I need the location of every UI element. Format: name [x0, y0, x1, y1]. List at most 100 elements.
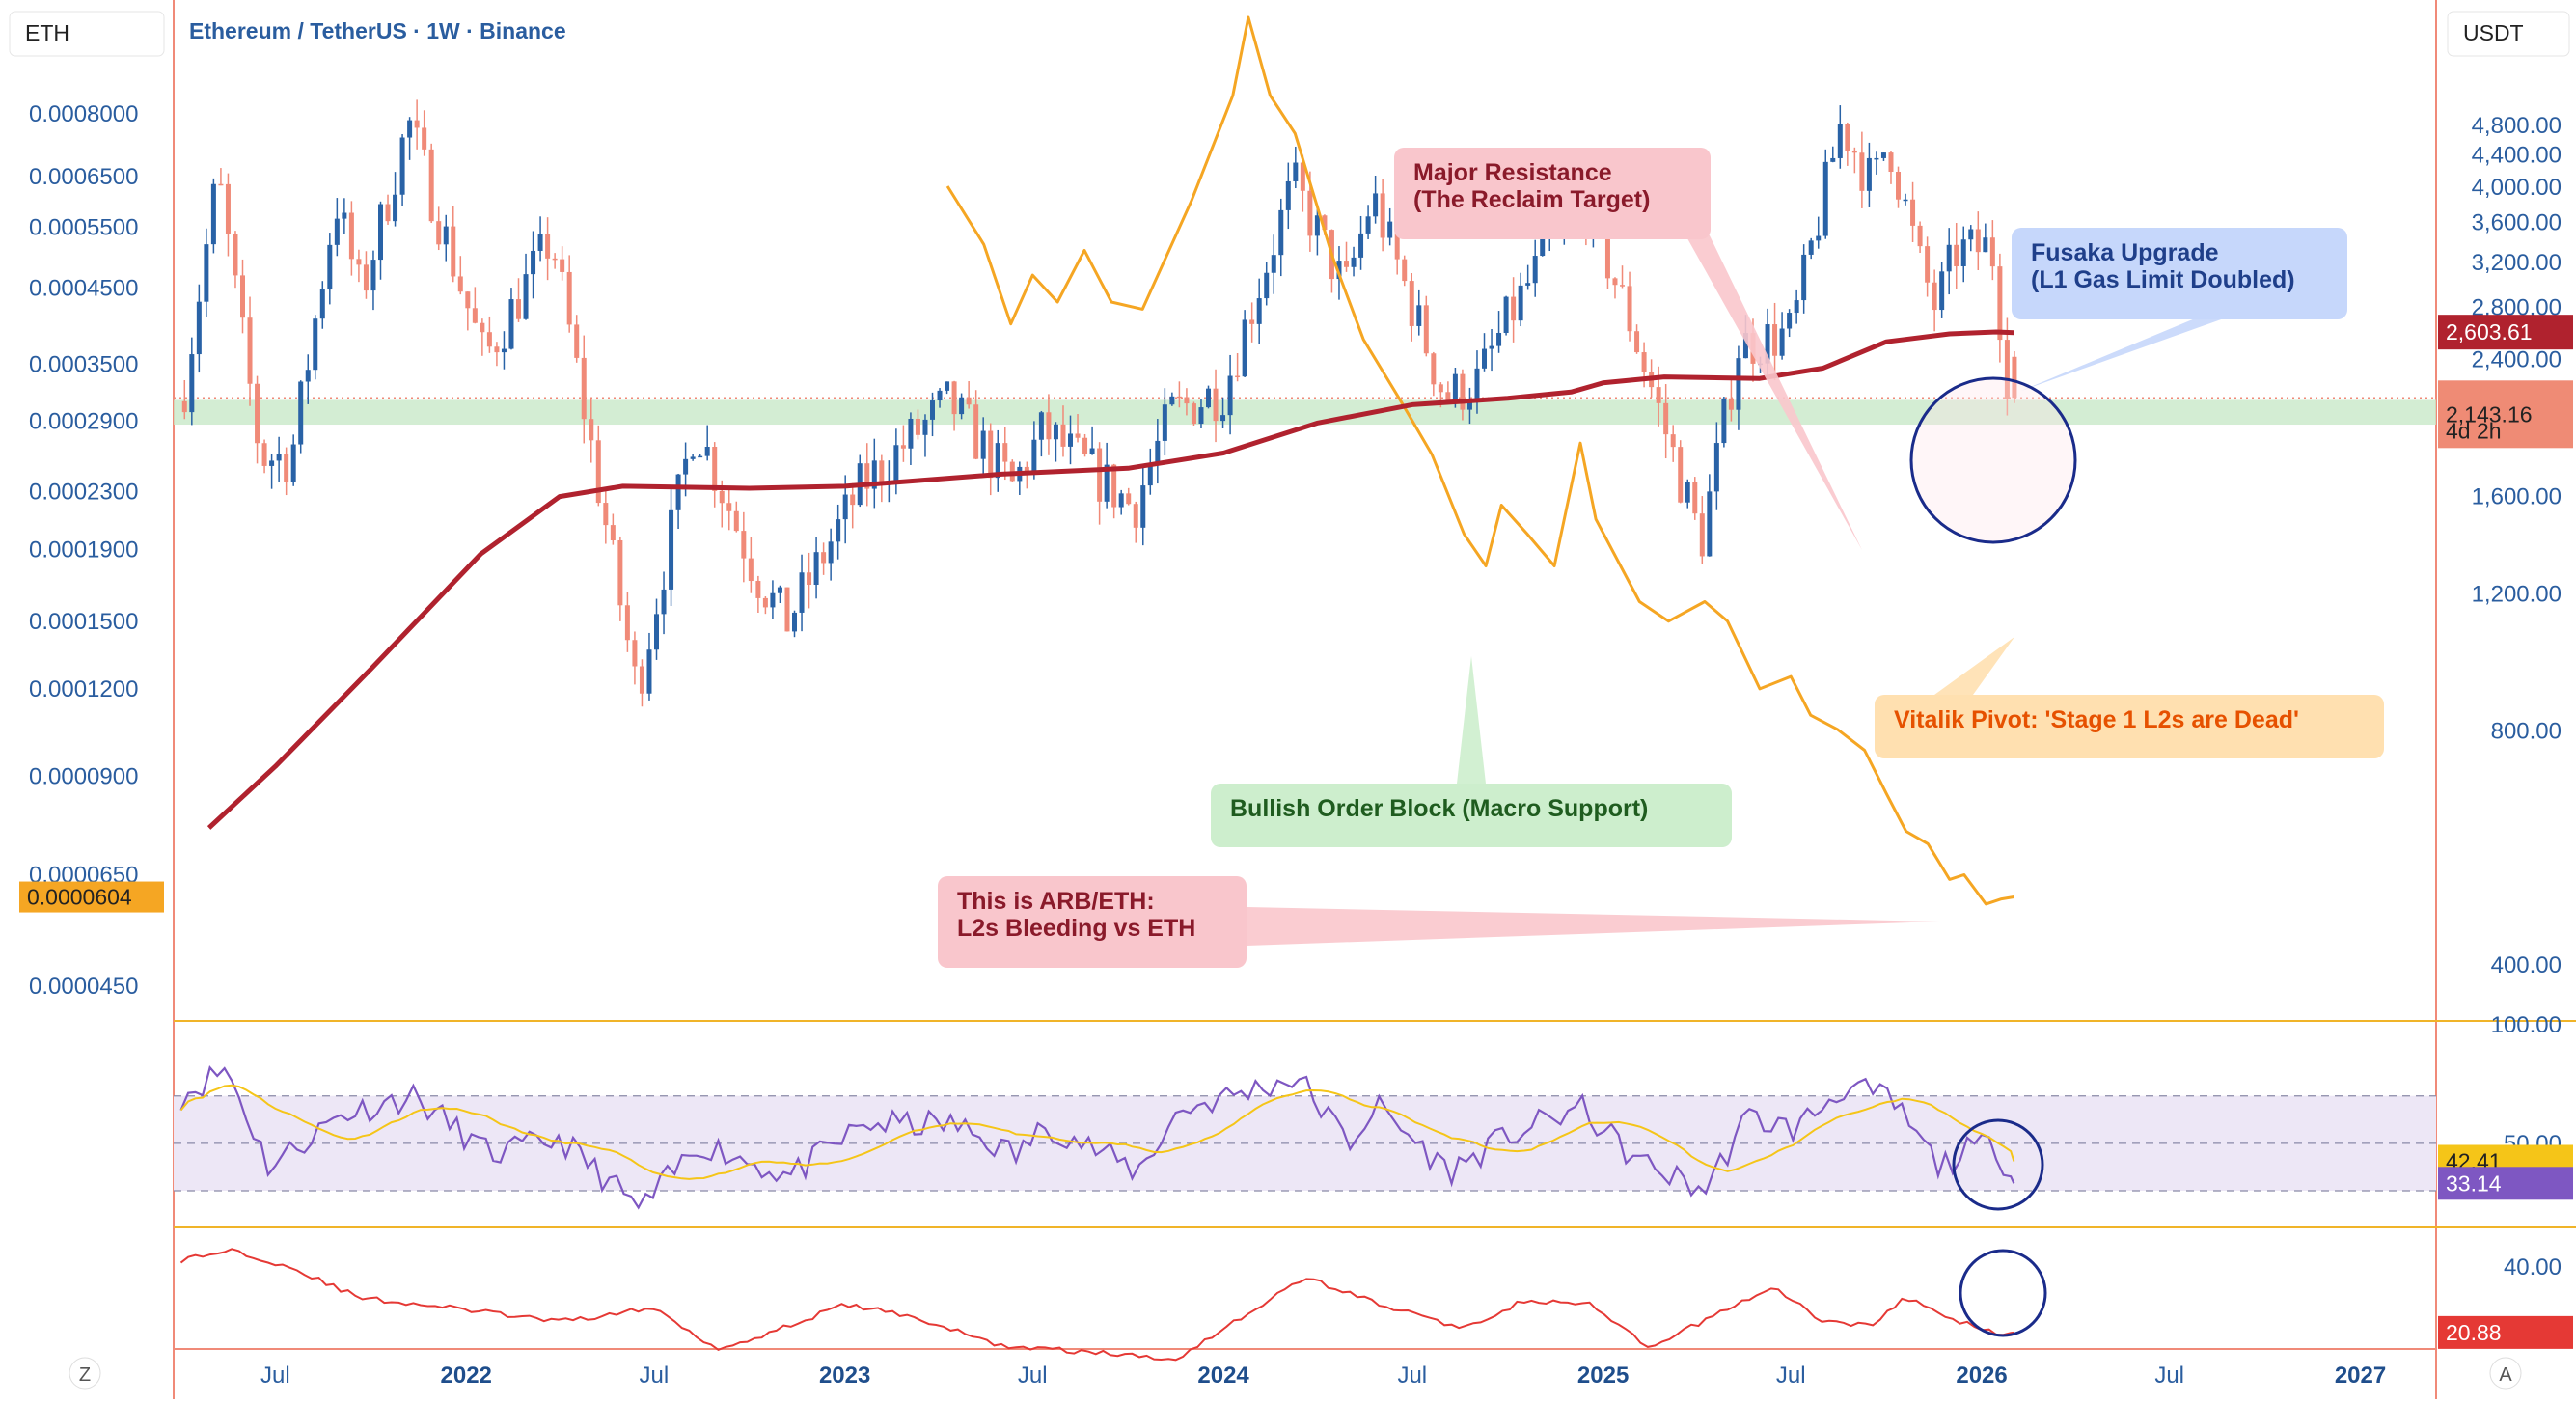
- zoom-button[interactable]: Z: [69, 1357, 101, 1390]
- candle-body: [1452, 373, 1458, 401]
- candle: [486, 316, 492, 353]
- right-symbol-box[interactable]: [2447, 11, 2570, 57]
- candle: [261, 439, 267, 474]
- candle: [589, 399, 594, 463]
- candle-body: [1604, 218, 1610, 279]
- candle-body: [1663, 402, 1669, 435]
- x-axis-tick: Jul: [1397, 1363, 1427, 1389]
- candle: [240, 259, 246, 334]
- candle-body: [1213, 388, 1219, 422]
- candle-body: [342, 212, 347, 219]
- candle: [457, 256, 463, 295]
- candle-body: [233, 234, 238, 276]
- candle-body: [428, 149, 434, 222]
- candle: [494, 342, 500, 367]
- candle-body: [995, 443, 1000, 479]
- left-axis: 0.0008000 0.0006500 0.0005500 0.0004500 0.00…: [29, 101, 138, 1000]
- candle: [1053, 422, 1058, 462]
- right-axis-tick: 800.00: [2491, 718, 2562, 744]
- annotation-major-resistance: Major Resistance(The Reclaim Target): [1394, 148, 1862, 550]
- candle-body: [407, 120, 413, 138]
- candle: [1198, 399, 1204, 428]
- annotation-vitalik-line: Vitalik Pivot: 'Stage 1 L2s are Dead': [1894, 706, 2299, 733]
- candle: [189, 337, 195, 426]
- candle-body: [915, 418, 920, 435]
- candle-body: [414, 120, 420, 128]
- left-symbol-box[interactable]: [9, 11, 165, 57]
- candle: [1707, 474, 1713, 557]
- candle: [1925, 236, 1931, 297]
- candle: [1460, 369, 1466, 421]
- candle: [1946, 228, 1952, 295]
- x-axis-tick: Jul: [2154, 1363, 2184, 1389]
- candle: [1845, 122, 1850, 166]
- candle: [1431, 351, 1437, 397]
- candle: [1496, 311, 1502, 353]
- candle-body: [566, 271, 572, 325]
- candle: [1859, 131, 1865, 208]
- candle-body: [617, 540, 623, 606]
- candle: [930, 392, 936, 437]
- candle: [196, 284, 202, 373]
- candle: [1888, 151, 1894, 184]
- candle: [741, 511, 747, 583]
- candle-body: [1713, 443, 1719, 492]
- candle-body: [284, 454, 289, 482]
- candle-body: [1438, 384, 1443, 393]
- right-axis-tick: 1,600.00: [2472, 484, 2562, 510]
- candle-body: [327, 244, 333, 290]
- candle-body: [1445, 392, 1451, 401]
- candle: [1387, 207, 1393, 246]
- auto-scale-button-bg[interactable]: [2489, 1357, 2522, 1390]
- adx-line: [179, 1248, 2014, 1362]
- candle-body: [537, 234, 543, 251]
- candle-body: [770, 592, 776, 608]
- candle: [1685, 479, 1690, 509]
- candle-body: [1816, 235, 1822, 241]
- zoom-button-bg[interactable]: [69, 1357, 101, 1390]
- auto-scale-button[interactable]: A: [2489, 1357, 2522, 1390]
- candle-body: [1845, 124, 1850, 151]
- candle-body: [560, 259, 565, 272]
- candle: [864, 443, 870, 507]
- candle: [204, 228, 209, 317]
- left-axis-tick: 0.0001500: [29, 609, 138, 635]
- annotation-major-resistance-tail: [1684, 232, 1862, 550]
- candle: [210, 178, 216, 254]
- candle: [945, 381, 950, 395]
- candle: [1917, 221, 1923, 253]
- auto-scale-button-label: A: [2499, 1364, 2512, 1386]
- candle-body: [1242, 319, 1247, 377]
- candle-body: [1104, 464, 1110, 502]
- candle-body: [1024, 466, 1029, 474]
- candle-body: [1322, 215, 1328, 231]
- candle-body: [1496, 332, 1502, 346]
- candle-body: [1532, 256, 1538, 284]
- candle: [181, 380, 187, 420]
- countdown-label: 4d 2h: [2446, 418, 2502, 443]
- candle-body: [864, 463, 870, 489]
- rsi-tag-text: 33.14: [2446, 1170, 2502, 1196]
- candle-body: [1779, 328, 1785, 356]
- candle-body: [1721, 398, 1727, 444]
- candle-body: [1670, 434, 1676, 448]
- rsi-axis-tick: 100.00: [2491, 1012, 2562, 1038]
- right-axis-tick: 1,200.00: [2472, 581, 2562, 607]
- x-axis-tick: 2022: [441, 1363, 492, 1389]
- candle-body: [632, 640, 638, 667]
- candle: [1932, 269, 1937, 332]
- candle: [1068, 415, 1074, 465]
- candle: [233, 231, 238, 289]
- candle: [465, 291, 471, 331]
- candle: [1104, 442, 1110, 509]
- candle-body: [1423, 305, 1429, 354]
- ma-price-tag: 2,603.61: [2438, 315, 2573, 350]
- candle: [813, 537, 819, 599]
- right-axis-tick: 4,800.00: [2472, 113, 2562, 139]
- candle: [1227, 354, 1233, 435]
- candle-body: [1300, 162, 1305, 191]
- annotation-vitalik-tail: [1934, 637, 2014, 695]
- x-axis-tick: Jul: [639, 1363, 669, 1389]
